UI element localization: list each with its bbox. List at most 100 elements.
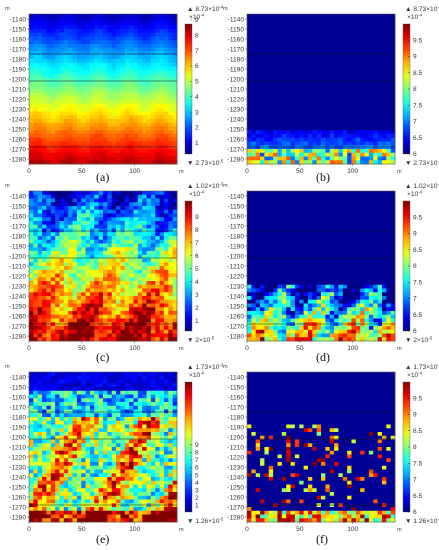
heat-cell	[368, 236, 374, 241]
heat-cell	[94, 277, 100, 282]
heat-cell	[68, 119, 73, 124]
heat-cell	[290, 126, 296, 131]
heat-cell	[273, 239, 278, 244]
heat-cell	[103, 25, 108, 30]
heat-cell	[312, 247, 318, 252]
heat-cell	[368, 62, 374, 67]
heat-cell	[172, 209, 178, 214]
heat-cell	[81, 191, 86, 196]
heat-cell	[76, 288, 82, 293]
heat-cell	[68, 262, 73, 267]
heat-cell	[247, 266, 252, 271]
heat-cell	[303, 119, 309, 124]
heat-cell	[334, 14, 339, 19]
heat-cell	[120, 232, 126, 237]
heat-cell	[146, 25, 152, 30]
heat-cell	[251, 17, 257, 22]
heat-cell	[98, 62, 104, 67]
heat-cell	[107, 281, 113, 286]
heat-cell	[59, 134, 65, 139]
heat-cell	[76, 89, 82, 94]
heat-cell	[124, 224, 130, 229]
heat-cell	[286, 32, 291, 37]
heat-cell	[281, 14, 287, 19]
heat-cell	[260, 77, 265, 82]
heat-cell	[307, 85, 313, 90]
heat-cell	[120, 311, 126, 316]
heat-cell	[142, 134, 147, 139]
heat-cell	[307, 137, 313, 142]
heat-cell	[37, 247, 43, 252]
heat-cell	[150, 213, 156, 218]
heat-cell	[290, 89, 296, 94]
heat-cell	[329, 191, 335, 196]
heat-cell	[338, 130, 344, 135]
heat-cell	[260, 32, 265, 37]
heat-cell	[85, 137, 91, 142]
heat-cell	[129, 115, 134, 120]
heat-cell	[351, 217, 357, 222]
heat-cell	[137, 217, 143, 222]
heat-cell	[81, 311, 86, 316]
heat-cell	[155, 269, 160, 274]
heat-cell	[129, 51, 134, 56]
heat-cell	[146, 251, 152, 256]
heat-cell	[334, 194, 339, 199]
heat-cell	[142, 47, 147, 52]
heat-cell	[299, 55, 304, 60]
heat-cell	[312, 152, 318, 157]
heat-cell	[81, 149, 86, 154]
heat-cell	[55, 21, 60, 26]
heat-cell	[81, 115, 86, 120]
heat-cell	[150, 269, 156, 274]
heat-cell	[63, 59, 69, 64]
heat-cell	[150, 130, 156, 135]
heat-cell	[146, 262, 152, 267]
heat-cell	[55, 36, 60, 41]
heat-cell	[111, 47, 117, 52]
heat-cell	[273, 107, 278, 112]
heat-cell	[364, 55, 370, 60]
heat-cell	[338, 85, 344, 90]
heat-cell	[377, 239, 383, 244]
x-axis-unit: m	[397, 169, 402, 175]
heat-cell	[107, 273, 113, 278]
heat-cell	[50, 333, 56, 338]
x-tick-label: 50	[78, 345, 86, 352]
heat-cell	[133, 59, 139, 64]
heat-cell	[76, 311, 82, 316]
heat-cell	[381, 44, 387, 49]
heat-cell	[334, 126, 339, 131]
heat-cell	[255, 160, 261, 165]
heat-cell	[286, 243, 291, 248]
heat-cell	[94, 74, 100, 79]
heat-cell	[50, 141, 56, 146]
heat-cell	[294, 213, 300, 218]
heat-cell	[316, 198, 322, 203]
heat-cell	[137, 89, 143, 94]
heat-cell	[98, 130, 104, 135]
heat-cell	[381, 51, 387, 56]
heat-cell	[76, 299, 82, 304]
heat-cell	[85, 296, 91, 301]
heat-cell	[172, 81, 178, 86]
heat-cell	[107, 62, 113, 67]
heat-cell	[299, 156, 304, 161]
heat-cell	[172, 115, 178, 120]
heat-cell	[360, 213, 365, 218]
heat-cell	[42, 247, 47, 252]
heat-cell	[98, 29, 104, 34]
heat-cell	[321, 115, 326, 120]
heat-cell	[137, 251, 143, 256]
heat-cell	[355, 17, 361, 22]
heat-cell	[33, 40, 39, 45]
heat-cell	[368, 134, 374, 139]
heat-cell	[307, 209, 313, 214]
heat-cell	[124, 14, 130, 19]
heat-cell	[150, 236, 156, 241]
heat-cell	[260, 221, 265, 226]
heat-cell	[247, 62, 252, 67]
heat-cell	[111, 258, 117, 263]
heat-cell	[68, 206, 73, 211]
y-tick-label: -1200	[227, 76, 244, 83]
